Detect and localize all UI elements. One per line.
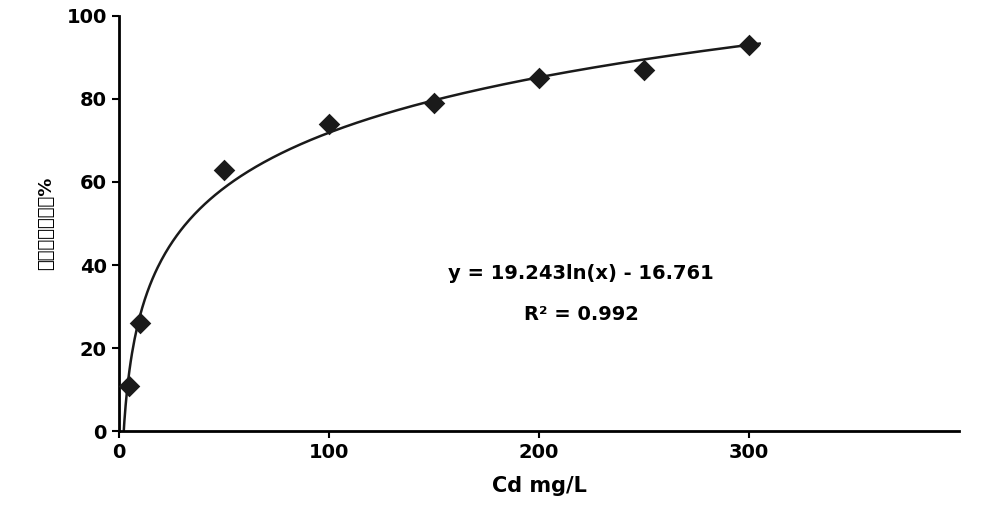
Y-axis label: 菌体生长抑制率%: 菌体生长抑制率% [38, 177, 55, 270]
Point [742, 41, 758, 49]
Text: R² = 0.992: R² = 0.992 [523, 306, 639, 325]
Point [531, 74, 547, 83]
Point [636, 66, 652, 74]
Point [320, 119, 336, 128]
Point [426, 99, 442, 107]
Text: y = 19.243ln(x) - 16.761: y = 19.243ln(x) - 16.761 [448, 264, 714, 283]
Point [216, 165, 231, 174]
X-axis label: Cd mg/L: Cd mg/L [492, 476, 586, 496]
Point [122, 381, 137, 390]
Point [132, 319, 147, 328]
